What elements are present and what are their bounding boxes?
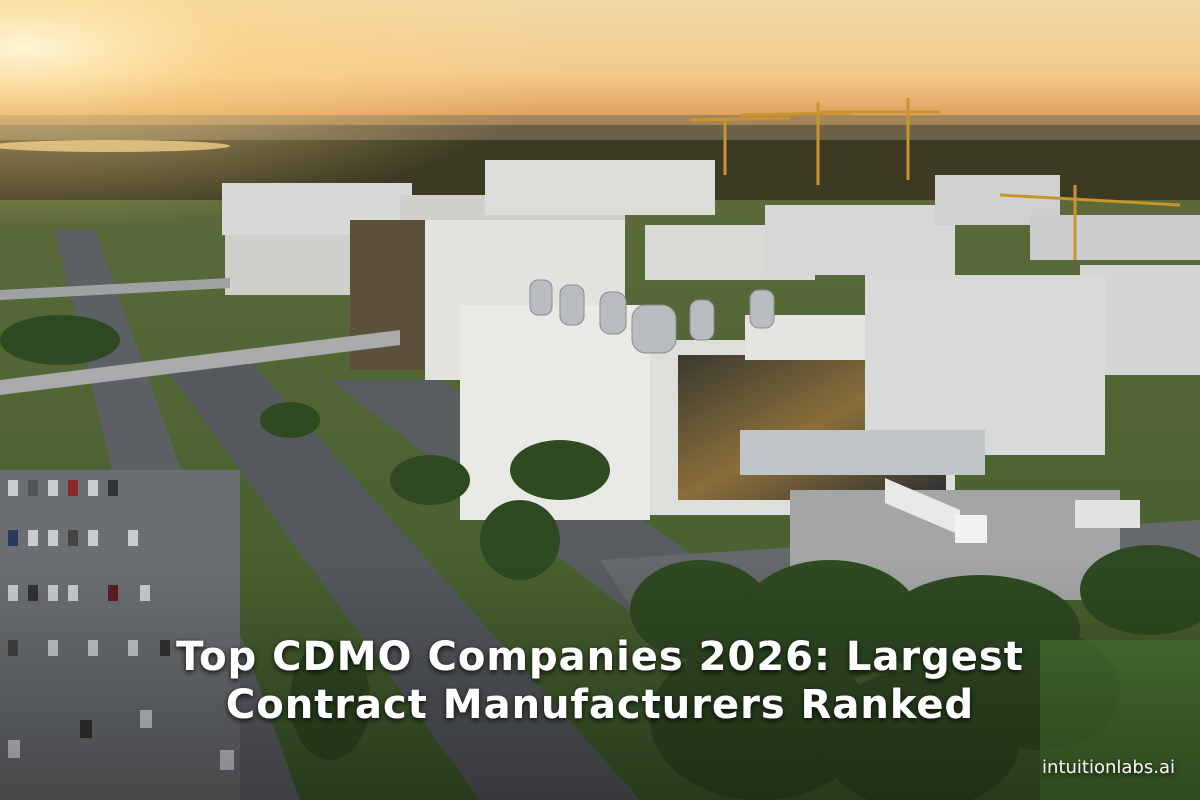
watermark: intuitionlabs.ai: [1042, 757, 1175, 778]
title-line: Top CDMO Companies 2026: Largest: [176, 634, 1024, 680]
title-line: Contract Manufacturers Ranked: [226, 682, 974, 728]
